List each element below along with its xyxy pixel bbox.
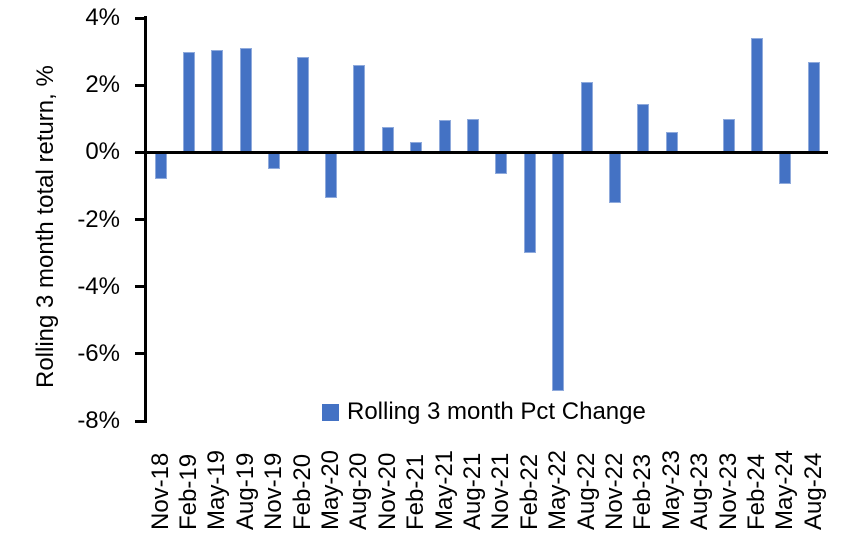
y-tick-label: 2% [85,71,120,99]
x-tick-label: Nov-23 [714,452,742,530]
bar [239,48,252,153]
x-tick-label: Nov-19 [260,452,288,530]
bar [807,61,820,153]
x-tick-label: May-20 [317,449,345,530]
y-tick-label: -6% [77,339,120,367]
bar [665,132,678,153]
x-tick-label: Aug-21 [459,452,487,530]
bar [552,152,565,391]
y-axis-line [144,16,147,423]
x-tick-label: May-21 [430,449,458,530]
y-tick-label: 0% [85,138,120,166]
bar [211,49,224,153]
x-tick-label: May-24 [771,449,799,530]
y-tick-mark [135,419,144,423]
x-tick-label: Feb-24 [743,453,770,530]
x-tick-label: Feb-22 [515,453,543,530]
bar [296,56,309,153]
x-tick-label: May-19 [203,449,231,530]
x-tick-label: Nov-20 [373,452,401,530]
x-tick-label: May-22 [544,449,572,530]
bar [637,103,650,153]
y-tick-label: -8% [77,407,120,434]
x-tick-label: Feb-19 [175,453,203,530]
x-tick-label: Aug-23 [686,452,714,530]
bar [353,65,366,153]
bar [523,152,536,254]
x-tick-label: Feb-20 [288,453,316,530]
bar [381,127,394,153]
bar [183,51,196,153]
x-tick-label: Aug-19 [231,452,259,530]
x-tick-label: Nov-21 [487,452,515,530]
bar [779,152,792,185]
x-tick-label: May-23 [657,449,685,530]
x-tick-label: Nov-22 [601,452,629,530]
legend: Rolling 3 month Pct Change [322,399,646,425]
y-tick-label: -2% [77,205,120,233]
bar [268,152,281,170]
y-tick-mark [135,218,144,221]
y-tick-mark [135,16,144,20]
bar [609,152,622,203]
x-tick-label: Aug-22 [572,452,600,530]
bar [580,81,593,153]
x-tick-label: Feb-23 [629,453,657,530]
legend-label: Rolling 3 month Pct Change [347,398,646,425]
x-tick-label: Feb-21 [402,453,430,530]
x-axis-zero-line [147,150,828,154]
y-tick-label: -4% [77,272,120,300]
bar [751,38,763,153]
bar [154,152,167,180]
bar [722,118,735,153]
y-tick-mark [135,150,144,154]
bar [495,152,508,175]
bar [438,120,451,153]
bar [467,118,480,153]
x-tick-label: Nov-18 [146,452,174,530]
x-tick-label: Aug-20 [345,452,373,530]
y-tick-mark [135,285,144,289]
y-tick-mark [135,352,144,356]
y-tick-label: 4% [85,4,120,31]
x-tick-label: Aug-24 [799,452,827,530]
legend-swatch [322,403,339,421]
y-tick-mark [135,83,144,87]
bar [325,152,338,198]
